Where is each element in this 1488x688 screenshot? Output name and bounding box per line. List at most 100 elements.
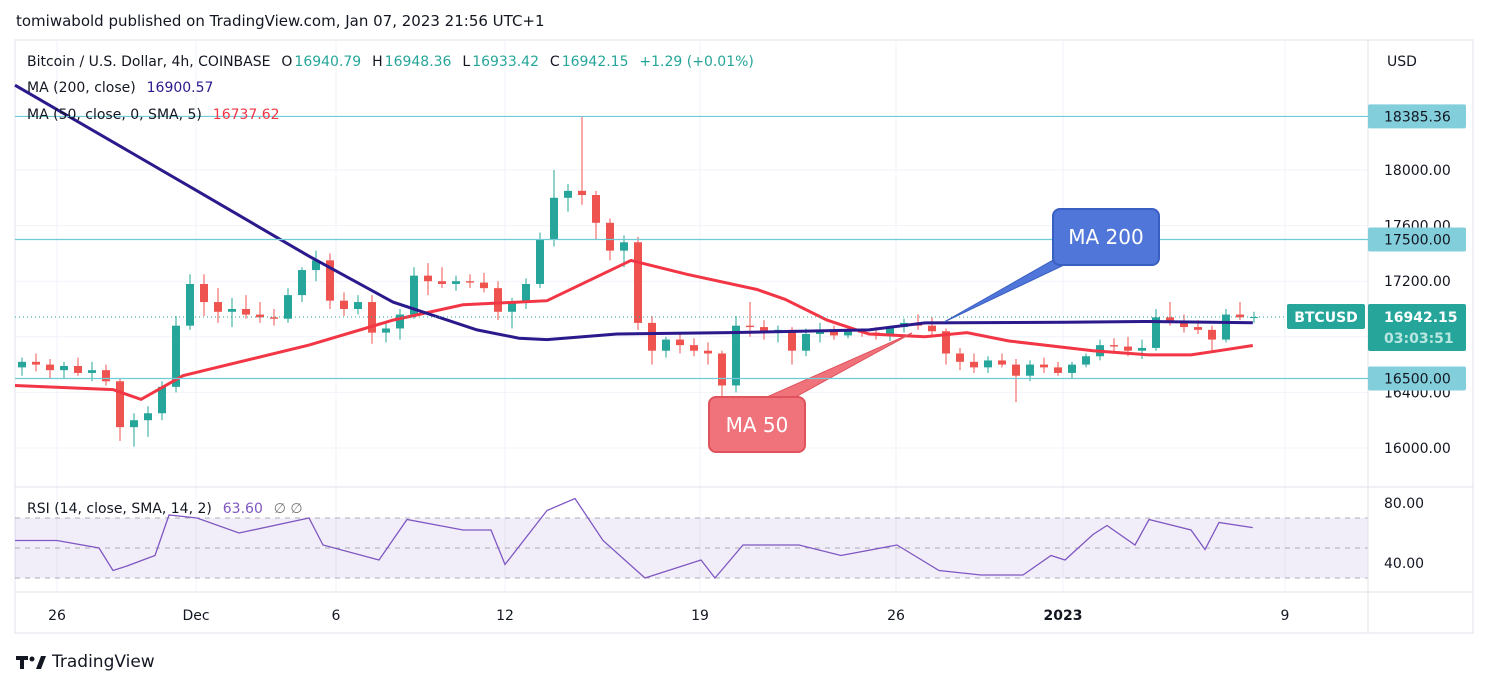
- time-tick: 26: [887, 608, 905, 624]
- candle-down: [1208, 329, 1216, 340]
- ma50-legend-label: MA (50, close, 0, SMA, 5): [27, 107, 202, 123]
- candle-down: [746, 325, 754, 328]
- candle-down: [1110, 345, 1118, 347]
- candle-up: [816, 331, 824, 335]
- ma200-legend[interactable]: MA (200, close) 16900.57: [27, 80, 215, 96]
- symbol-legend[interactable]: Bitcoin / U.S. Dollar, 4h, COINBASE O 169…: [27, 54, 756, 70]
- candle-down: [256, 314, 264, 318]
- candle-down: [438, 281, 446, 284]
- time-tick: Dec: [182, 608, 209, 624]
- candle-down: [718, 353, 726, 386]
- candle-up: [144, 413, 152, 421]
- candle-down: [956, 353, 964, 362]
- candle-down: [704, 350, 712, 354]
- candle-down: [998, 360, 1006, 365]
- candle-up: [452, 281, 460, 284]
- candle-down: [1124, 346, 1132, 351]
- time-tick: 12: [496, 608, 514, 624]
- rsi-background-band: [15, 518, 1368, 578]
- price-tick: 18000.00: [1384, 163, 1451, 179]
- horizontal-levels[interactable]: 18385.36 17500.00 16500.00: [15, 104, 1466, 391]
- footer-brand: TradingView: [52, 652, 155, 672]
- candle-up: [508, 302, 516, 312]
- currency-label: USD: [1387, 54, 1417, 70]
- candle-down: [200, 283, 208, 303]
- low-value: 16933.42: [472, 54, 539, 70]
- candle-up: [410, 275, 418, 315]
- candle-down: [648, 322, 656, 351]
- ma200-legend-label: MA (200, close): [27, 80, 136, 96]
- symbol-title: Bitcoin / U.S. Dollar, 4h, COINBASE: [27, 54, 271, 70]
- candle-down: [270, 317, 278, 319]
- candle-up: [802, 334, 810, 351]
- ma50-callout[interactable]: MA 50: [708, 396, 806, 453]
- candle-up: [396, 314, 404, 329]
- candle-down: [1054, 367, 1062, 373]
- candle-down: [340, 300, 348, 309]
- high-label: H: [372, 54, 383, 70]
- rsi-tick: 40.00: [1384, 556, 1424, 572]
- time-tick: 6: [332, 608, 341, 624]
- candle-down: [1194, 327, 1202, 330]
- rsi-legend-extra: ∅ ∅: [273, 501, 303, 517]
- candle-up: [130, 420, 138, 428]
- level-price-tag: [1368, 366, 1466, 391]
- candle-up: [550, 197, 558, 240]
- candle-up: [18, 361, 26, 368]
- candle-down: [116, 381, 124, 428]
- candle-down: [1180, 321, 1188, 328]
- candle-up: [382, 328, 390, 333]
- candle-up: [1138, 347, 1146, 351]
- candle-up: [1152, 317, 1160, 348]
- candle-up: [60, 365, 68, 371]
- level-price-tag: [1368, 227, 1466, 252]
- level-price-label: 18385.36: [1384, 109, 1451, 125]
- candle-down: [788, 329, 796, 351]
- candle-up: [186, 283, 194, 326]
- candle-up: [284, 295, 292, 319]
- price-tick: 16000.00: [1384, 441, 1451, 457]
- ma50-legend-value: 16737.62: [212, 107, 280, 123]
- candle-up: [522, 283, 530, 303]
- close-value: 16942.15: [561, 54, 629, 70]
- ma50-legend[interactable]: MA (50, close, 0, SMA, 5) 16737.62: [27, 107, 282, 123]
- candle-down: [690, 345, 698, 351]
- candle-up: [1068, 364, 1076, 373]
- rsi-tick: 80.00: [1384, 496, 1424, 512]
- ma200-line: [14, 83, 1253, 342]
- candle-up: [1250, 317, 1258, 319]
- candle-up: [88, 370, 96, 373]
- tradingview-logo[interactable]: TradingView: [16, 652, 155, 672]
- symbol-tag: BTCUSD: [1294, 310, 1358, 326]
- candle-down: [46, 364, 54, 371]
- candle-down: [242, 309, 250, 315]
- candle-up: [228, 309, 236, 312]
- candle-down: [676, 339, 684, 346]
- ma200-legend-value: 16900.57: [146, 80, 214, 96]
- current-price-marker: BTCUSD 16942.15 03:03:51: [1287, 304, 1466, 351]
- time-tick: 26: [48, 608, 66, 624]
- candle-down: [424, 275, 432, 282]
- countdown-label: 03:03:51: [1384, 331, 1454, 347]
- current-price-label: 16942.15: [1384, 310, 1458, 326]
- candle-down: [970, 361, 978, 368]
- candle-down: [368, 302, 376, 333]
- candle-up: [1026, 364, 1034, 376]
- level-price-label: 16500.00: [1384, 372, 1451, 388]
- candle-down: [606, 222, 614, 251]
- candle-down: [830, 331, 838, 336]
- rsi-legend-value: 63.60: [222, 501, 263, 517]
- candle-up: [1082, 356, 1090, 365]
- candle-down: [214, 302, 222, 312]
- high-value: 16948.36: [384, 54, 452, 70]
- rsi-legend[interactable]: RSI (14, close, SMA, 14, 2) 63.60 ∅ ∅: [27, 501, 305, 517]
- candle-up: [662, 339, 670, 351]
- candle-up: [564, 190, 572, 198]
- candle-down: [480, 282, 488, 289]
- candle-up: [732, 325, 740, 386]
- candle-down: [1040, 364, 1048, 368]
- grid: [15, 40, 1368, 592]
- candle-down: [942, 331, 950, 354]
- ma200-callout[interactable]: MA 200: [1052, 208, 1160, 266]
